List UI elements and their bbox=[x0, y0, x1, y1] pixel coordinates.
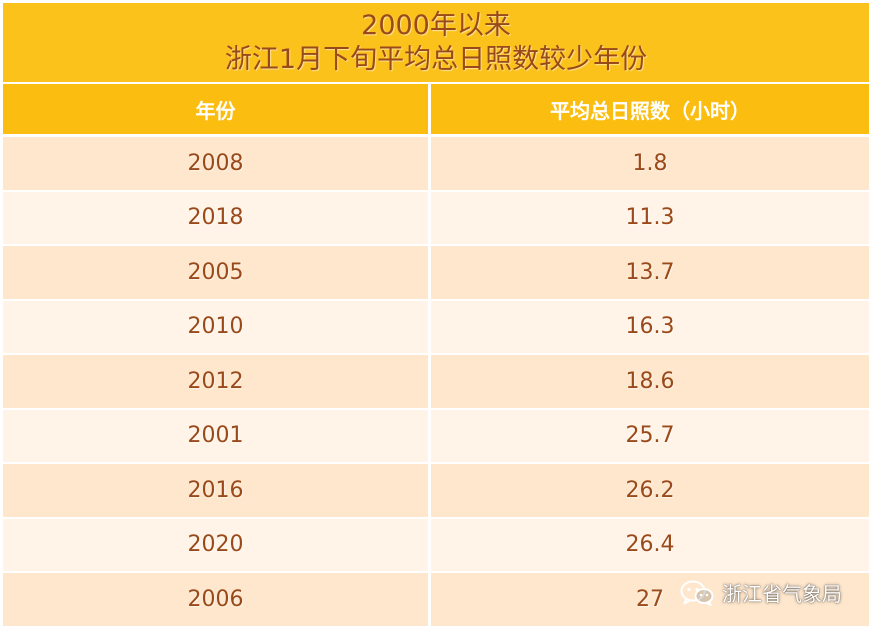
cell-year: 2012 bbox=[3, 355, 428, 408]
watermark: 浙江省气象局 bbox=[680, 578, 842, 607]
table-row: 2020 26.4 bbox=[3, 518, 869, 571]
cell-year: 2001 bbox=[3, 409, 428, 462]
cell-hours: 18.6 bbox=[431, 355, 869, 408]
cell-year: 2018 bbox=[3, 191, 428, 244]
cell-year: 2006 bbox=[3, 573, 428, 626]
table-header-row: 年份 平均总日照数（小时） bbox=[3, 84, 869, 134]
title-line-1: 2000年以来 bbox=[361, 9, 511, 41]
table-body: 2008 1.8 2018 11.3 2005 13.7 2010 16.3 2… bbox=[3, 137, 869, 628]
cell-hours: 11.3 bbox=[431, 191, 869, 244]
table-row: 2010 16.3 bbox=[3, 300, 869, 353]
cell-hours: 16.3 bbox=[431, 300, 869, 353]
cell-hours: 26.2 bbox=[431, 464, 869, 517]
table-row: 2005 13.7 bbox=[3, 246, 869, 299]
table-row: 2018 11.3 bbox=[3, 191, 869, 244]
cell-year: 2020 bbox=[3, 518, 428, 571]
cell-hours: 13.7 bbox=[431, 246, 869, 299]
cell-year: 2008 bbox=[3, 137, 428, 190]
cell-year: 2005 bbox=[3, 246, 428, 299]
header-hours: 平均总日照数（小时） bbox=[431, 84, 869, 134]
cell-year: 2010 bbox=[3, 300, 428, 353]
title-block: 2000年以来 浙江1月下旬平均总日照数较少年份 bbox=[3, 3, 869, 82]
wechat-icon bbox=[680, 580, 714, 606]
table-row: 2012 18.6 bbox=[3, 355, 869, 408]
table-row: 2006 27 bbox=[3, 573, 869, 626]
watermark-text: 浙江省气象局 bbox=[722, 582, 842, 606]
cell-hours: 1.8 bbox=[431, 137, 869, 190]
cell-hours: 25.7 bbox=[431, 409, 869, 462]
cell-year: 2016 bbox=[3, 464, 428, 517]
table-row: 2001 25.7 bbox=[3, 409, 869, 462]
cell-hours: 27 bbox=[431, 573, 869, 626]
header-year: 年份 bbox=[3, 84, 428, 134]
title-line-2: 浙江1月下旬平均总日照数较少年份 bbox=[224, 43, 648, 75]
cell-hours: 26.4 bbox=[431, 518, 869, 571]
table-row: 2016 26.2 bbox=[3, 464, 869, 517]
table-row: 2008 1.8 bbox=[3, 137, 869, 190]
